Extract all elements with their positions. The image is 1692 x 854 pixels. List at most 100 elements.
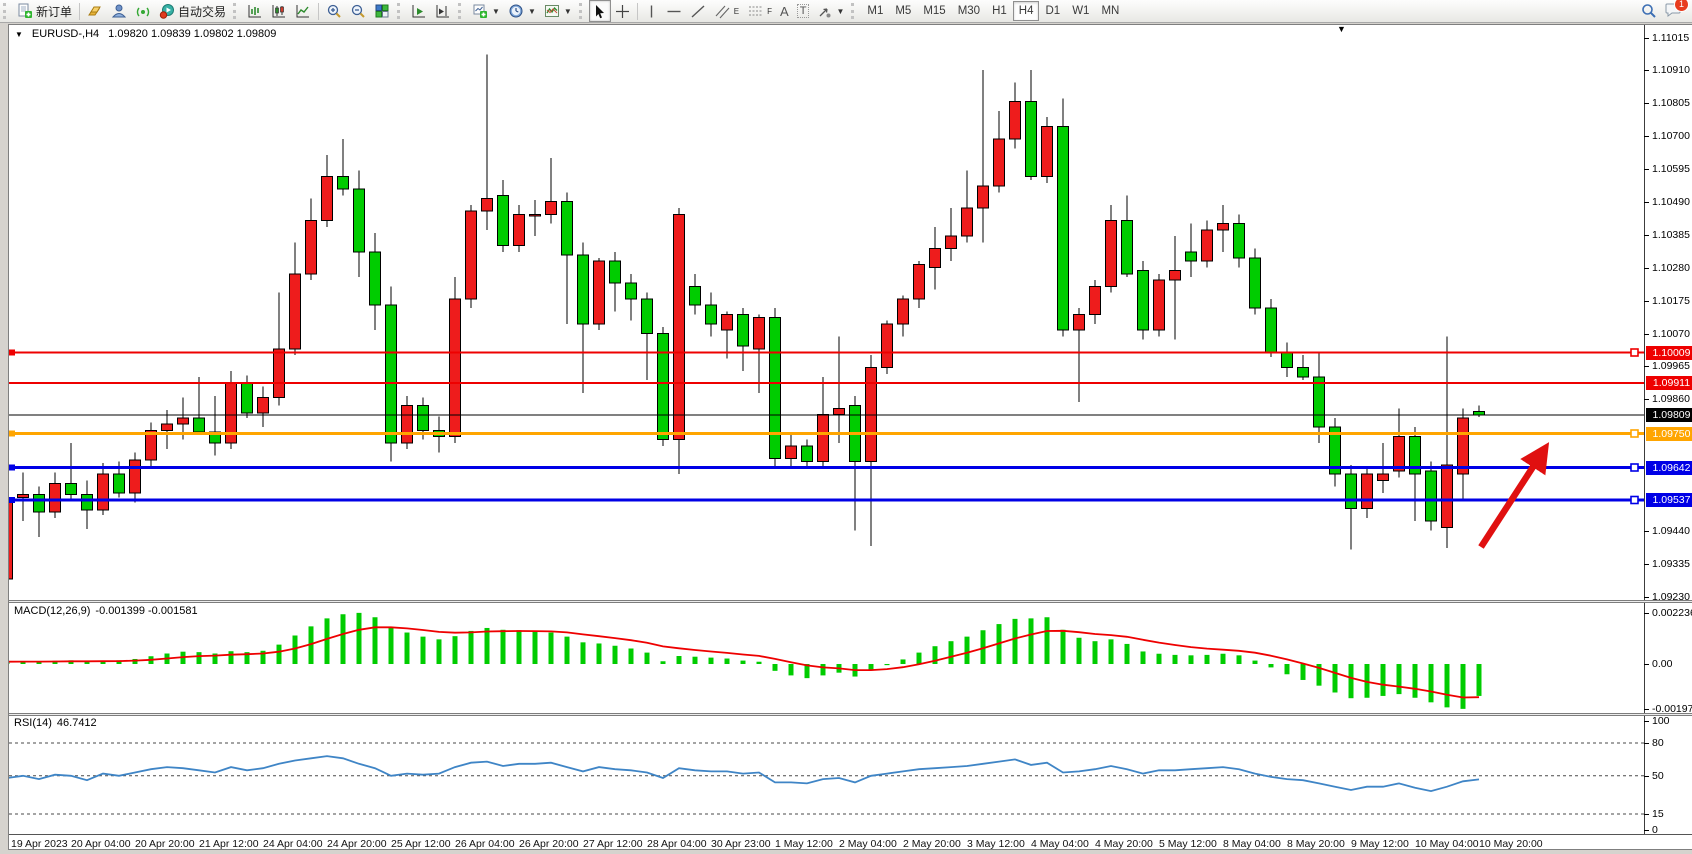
price-tick-mark <box>1644 234 1649 236</box>
price-tick-label: 1.10175 <box>1652 294 1690 307</box>
fibonacci-tool-button[interactable]: F <box>743 0 776 22</box>
periods-button[interactable]: ▼ <box>504 0 540 22</box>
toolbar-separator <box>318 2 320 20</box>
dropdown-caret-icon: ▼ <box>563 6 572 16</box>
new-order-label: 新订单 <box>36 4 73 19</box>
price-line-badge: 1.09642 <box>1646 460 1692 475</box>
symbol-dropdown-caret[interactable]: ▼ <box>15 29 23 39</box>
time-tick-label: 5 May 12:00 <box>1159 838 1217 850</box>
tile-windows-button[interactable] <box>370 0 394 22</box>
signals-button[interactable] <box>131 0 155 22</box>
trendline-icon <box>691 4 705 18</box>
price-tick-label: 1.11015 <box>1652 31 1690 44</box>
chart-shift-button[interactable] <box>431 0 455 22</box>
macd-pane[interactable] <box>9 603 1644 713</box>
toolbar-grip[interactable] <box>233 3 239 19</box>
price-chart-pane[interactable] <box>9 25 1644 600</box>
time-tick-label: 30 Apr 23:00 <box>711 838 771 850</box>
time-tick-label: 2 May 20:00 <box>903 838 961 850</box>
indicators-button[interactable]: ▼ <box>540 0 576 22</box>
time-tick-label: 3 May 12:00 <box>967 838 1025 850</box>
auto-scroll-button[interactable] <box>407 0 431 22</box>
fibonacci-glyph: F <box>767 6 773 16</box>
timeframe-mn[interactable]: MN <box>1101 5 1120 17</box>
vertical-line-tool-button[interactable] <box>641 0 662 22</box>
price-tick-mark <box>1644 169 1649 170</box>
time-tick-label: 24 Apr 20:00 <box>327 838 387 850</box>
time-tick-label: 8 May 04:00 <box>1223 838 1281 850</box>
zoom-in-button[interactable] <box>322 0 346 22</box>
terminal-button[interactable] <box>107 0 131 22</box>
timeframe-m15[interactable]: M15 <box>923 5 946 17</box>
arrows-tool-button[interactable]: ▼ <box>813 0 848 22</box>
cursor-tool-button[interactable] <box>588 0 611 22</box>
price-tick-label: 1.10700 <box>1652 130 1690 142</box>
search-icon[interactable] <box>1641 3 1657 19</box>
toolbar-grip[interactable] <box>578 3 585 19</box>
line-chart-button[interactable] <box>291 0 315 22</box>
panel-separator[interactable] <box>9 600 1692 603</box>
price-axis-border <box>1644 25 1645 834</box>
chart-shift-marker[interactable]: ▼ <box>1337 24 1346 34</box>
terminal-user-icon <box>111 4 127 18</box>
toolbar-grip[interactable] <box>3 3 9 19</box>
timeframe-h4[interactable]: H4 <box>1012 1 1040 21</box>
time-tick-label: 10 May 20:00 <box>1479 838 1543 850</box>
dropdown-caret-icon: ▼ <box>836 6 845 16</box>
timeframe-d1[interactable]: D1 <box>1045 5 1061 17</box>
horizontal-line-tool-button[interactable] <box>662 0 686 22</box>
rsi-tick-mark <box>1644 814 1649 816</box>
chart-shift-icon <box>436 5 450 18</box>
toolbar-grip[interactable] <box>397 3 403 19</box>
candlestick-chart-button[interactable] <box>267 0 291 22</box>
crosshair-tool-button[interactable] <box>611 0 634 22</box>
auto-trading-button[interactable]: 自动交易 <box>155 0 230 22</box>
timeframe-m5[interactable]: M5 <box>895 5 912 17</box>
toolbar-grip[interactable] <box>458 3 464 19</box>
price-tick-mark <box>1644 596 1649 598</box>
new-order-button[interactable]: 新订单 <box>13 0 76 22</box>
new-order-icon <box>18 3 32 18</box>
toolbar-grip[interactable] <box>851 3 857 19</box>
time-tick-label: 4 May 20:00 <box>1095 838 1153 850</box>
time-tick-label: 25 Apr 12:00 <box>391 838 451 850</box>
zoom-in-icon <box>327 4 341 18</box>
rsi-tick-mark <box>1644 721 1649 723</box>
panel-separator[interactable] <box>9 713 1692 716</box>
new-chart-button[interactable]: ▼ <box>468 0 504 22</box>
channel-tool-button[interactable]: E <box>710 0 743 22</box>
market-watch-button[interactable] <box>83 0 107 22</box>
macd-tick-mark <box>1644 708 1649 710</box>
vertical-line-icon <box>650 5 652 17</box>
auto-trading-icon <box>159 4 175 19</box>
macd-label: MACD(12,26,9) -0.001399 -0.001581 <box>14 605 198 617</box>
price-tick-mark <box>1644 300 1649 302</box>
rsi-pane[interactable] <box>9 715 1644 834</box>
rsi-tick-label: 80 <box>1652 737 1664 750</box>
time-axis[interactable]: 19 Apr 2023 20 Apr 04:00 20 Apr 20:00 21 Ap… <box>9 834 1692 850</box>
zoom-out-icon <box>351 4 365 18</box>
price-tick-label: 1.10280 <box>1652 261 1690 274</box>
timeframe-w1[interactable]: W1 <box>1072 5 1090 17</box>
zoom-out-button[interactable] <box>346 0 370 22</box>
gold-icon <box>88 6 101 16</box>
time-tick-label: 20 Apr 04:00 <box>71 838 131 850</box>
timeframe-m1[interactable]: M1 <box>867 5 884 17</box>
notifications-button[interactable]: 1 <box>1665 0 1689 22</box>
notification-badge: 1 <box>1674 0 1689 12</box>
text-label-tool-button[interactable]: T <box>793 0 814 22</box>
price-tick-label: 1.09230 <box>1652 590 1690 603</box>
rsi-value: 46.7412 <box>56 717 97 729</box>
clock-icon <box>509 4 523 18</box>
price-tick-mark <box>1644 103 1649 104</box>
price-line-badge: 1.09911 <box>1646 376 1692 390</box>
trendline-tool-button[interactable] <box>686 0 710 22</box>
bar-chart-button[interactable] <box>243 0 267 22</box>
line-chart-icon <box>296 5 310 18</box>
timeframe-m30[interactable]: M30 <box>957 5 981 17</box>
rsi-name: RSI(14) <box>14 717 52 729</box>
text-tool-button[interactable]: A <box>776 0 793 22</box>
chart-window: ▼ EURUSD-,H4 1.09820 1.09839 1.09802 1.0… <box>8 24 1692 850</box>
macd-tick-label: -0.001971 <box>1652 702 1692 715</box>
timeframe-h1[interactable]: H1 <box>992 5 1007 17</box>
